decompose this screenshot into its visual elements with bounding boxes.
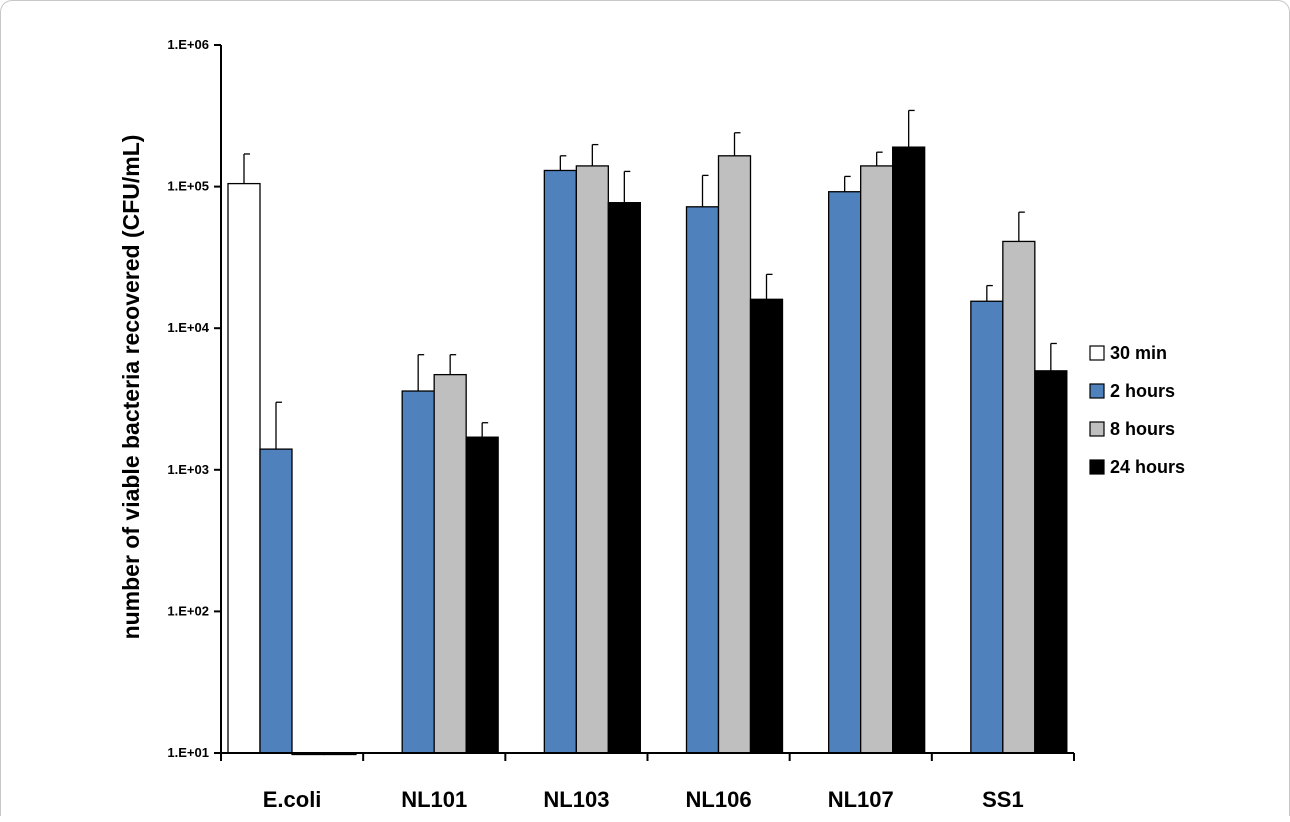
legend-label-2-hours: 2 hours: [1110, 381, 1175, 401]
bar-ss1-8-hours: [1002, 240, 1036, 754]
bar-nl107-24-hours: [892, 146, 926, 754]
legend-label-30-min: 30 min: [1110, 343, 1167, 363]
legend-swatch-30-min: [1089, 345, 1105, 361]
y-axis-title: number of viable bacteria recovered (CFU…: [118, 135, 144, 640]
x-category-label: NL107: [828, 787, 894, 812]
x-category-label: SS1: [982, 787, 1024, 812]
legend-swatch-8-hours: [1089, 421, 1105, 437]
y-tick-label: 1.E+03: [167, 462, 209, 477]
bars-layer: [227, 146, 1068, 756]
bar-nl107-8-hours: [860, 165, 894, 754]
bar-nl101-2-hours: [401, 390, 435, 754]
bar-nl106-2-hours: [685, 206, 720, 754]
y-tick-label: 1.E+04: [167, 320, 209, 335]
y-tick-label: 1.E+01: [167, 745, 209, 760]
y-tick-label: 1.E+06: [167, 37, 209, 52]
bar-ecoli-30-min: [227, 182, 261, 754]
bar-nl101-8-hours: [433, 373, 467, 754]
bar-nl103-2-hours: [543, 169, 577, 754]
bar-ss1-2-hours: [970, 300, 1004, 754]
legend: 30 min 2 hours 8 hours 24 hours: [1089, 343, 1185, 477]
legend-swatch-2-hours: [1089, 383, 1105, 399]
bar-nl106-24-hours: [749, 298, 784, 754]
axes-layer: [214, 44, 1075, 761]
bar-nl101-24-hours: [465, 436, 499, 754]
y-tick-label: 1.E+05: [167, 179, 209, 194]
legend-label-24-hours: 24 hours: [1110, 457, 1185, 477]
bar-ss1-24-hours: [1034, 370, 1068, 754]
x-category-label: E.coli: [263, 787, 322, 812]
legend-label-8-hours: 8 hours: [1110, 419, 1175, 439]
bar-nl107-2-hours: [828, 191, 862, 754]
bar-nl106-8-hours: [717, 155, 752, 754]
x-category-label: NL106: [686, 787, 752, 812]
legend-swatch-24-hours: [1089, 459, 1105, 475]
x-category-labels: E.coli NL101 NL103 NL106 NL107 SS1: [263, 787, 1024, 812]
bar-nl103-8-hours: [575, 165, 609, 754]
y-tick-label: 1.E+02: [167, 603, 209, 618]
y-tick-labels: 1.E+01 1.E+02 1.E+03 1.E+04 1.E+05 1.E+06: [167, 37, 209, 760]
bar-nl103-24-hours: [607, 202, 641, 754]
bar-ecoli-2-hours: [259, 448, 293, 754]
x-category-label: NL103: [543, 787, 609, 812]
error-bars-layer: [243, 109, 1057, 450]
x-category-label: NL101: [401, 787, 467, 812]
